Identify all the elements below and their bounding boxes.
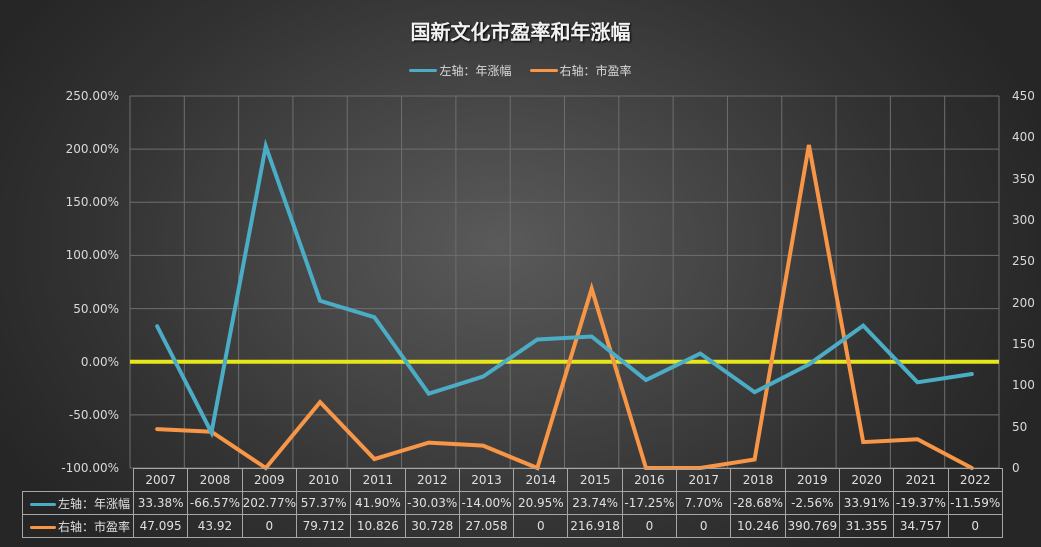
data-cell: 41.90% [350,491,406,515]
data-table-header-row: 2007 2008 2009 2010 2011 2012 2013 2014 2015 2016… [22,468,1003,492]
left-axis-tick: 250.00% [65,89,119,103]
year-header-cell: 2010 [295,468,352,492]
data-cell: -30.03% [404,491,460,515]
data-cell: -11.59% [947,491,1003,515]
data-cell: -2.56% [784,491,840,515]
left-axis-tick: -50.00% [68,408,119,422]
data-cell: 7.70% [676,491,732,515]
pe-line-swatch-icon [529,69,558,72]
year-header-cell: 2021 [893,468,949,492]
data-cell: 0 [676,514,732,538]
data-cell: 31.355 [838,514,895,538]
data-cell: 0 [513,514,569,538]
year-header-cell: 2014 [513,468,569,492]
annual-growth-line[interactable] [155,138,974,439]
year-header-cell: 2018 [730,468,786,492]
year-header-cell: 2009 [241,468,297,492]
right-axis-tick: 450 [1012,89,1035,103]
data-cell: 10.826 [350,514,406,538]
left-axis-tick: 50.00% [73,302,119,316]
pe-line-key-icon [29,525,56,529]
left-axis-tick: 100.00% [65,248,119,262]
data-table-row-pe: 右轴：市盈率 47.095 43.92 0 79.712 10.826 30.728 27.… [22,514,1003,538]
data-cell: 0 [621,514,678,538]
year-header-cell: 2015 [567,468,623,492]
data-cell: -14.00% [458,491,515,515]
data-cell: -19.37% [893,491,949,515]
gridlines [129,95,1000,469]
right-axis-tick: 300 [1012,213,1035,227]
data-cell: 33.38% [132,491,189,515]
data-cell: 390.769 [784,514,840,538]
row-label-text: 右轴：市盈率 [57,519,130,534]
legend-label-pe: 右轴：市盈率 [559,64,632,78]
right-axis-tick: 50 [1012,420,1028,434]
data-table-corner [22,468,134,492]
row-label-growth: 左轴：年涨幅 [22,491,134,515]
left-axis-tick: 0.00% [80,355,119,369]
row-label-text: 左轴：年涨幅 [57,496,130,511]
year-header-cell: 2008 [187,468,243,492]
data-cell: 10.246 [730,514,786,538]
year-header-cell: 2012 [404,468,460,492]
pe-ratio-line[interactable] [155,144,974,471]
right-axis-tick: 400 [1012,130,1035,144]
legend-item-growth[interactable]: 左轴：年涨幅 [409,62,512,79]
chart-title: 国新文化市盈率和年涨幅 [410,20,631,44]
row-label-pe: 右轴：市盈率 [22,514,134,538]
data-table-row-growth: 左轴：年涨幅 33.38% -66.57% 202.77% 57.37% 41.90% -… [22,491,1003,515]
data-cell: 216.918 [567,514,623,538]
data-table: 2007 2008 2009 2010 2011 2012 2013 2014 2015 2016… [22,468,1003,538]
left-axis-tick: 200.00% [65,142,119,156]
data-cell: -66.57% [187,491,243,515]
right-axis-tick: 100 [1012,378,1035,392]
right-axis-tick: 350 [1012,172,1035,186]
data-cell: 57.37% [295,491,352,515]
right-axis-tick: 200 [1012,296,1035,310]
year-header-cell: 2016 [621,468,678,492]
data-cell: 202.77% [241,491,297,515]
growth-line-swatch-icon [409,69,438,72]
data-cell: 30.728 [404,514,460,538]
data-cell: 20.95% [513,491,569,515]
growth-line-key-icon [29,502,56,506]
data-cell: 79.712 [295,514,352,538]
data-cell: 27.058 [458,514,515,538]
data-cell: 33.91% [838,491,895,515]
year-header-cell: 2017 [676,468,732,492]
right-axis-tick: 250 [1012,254,1035,268]
right-axis-tick: 0 [1012,461,1020,475]
left-axis-tick: 150.00% [65,195,119,209]
data-cell: 0 [947,514,1003,538]
data-cell: 34.757 [893,514,949,538]
legend-item-pe[interactable]: 右轴：市盈率 [529,62,632,79]
year-header-cell: 2011 [350,468,406,492]
right-axis-tick: 150 [1012,337,1035,351]
data-cell: 23.74% [567,491,623,515]
legend-label-growth: 左轴：年涨幅 [439,64,512,78]
year-header-cell: 2022 [947,468,1003,492]
data-cell: -17.25% [621,491,678,515]
chart-legend: 左轴：年涨幅 右轴：市盈率 [0,62,1041,79]
data-cell: -28.68% [730,491,786,515]
data-cell: 47.095 [132,514,189,538]
year-header-cell: 2013 [458,468,515,492]
year-header-cell: 2020 [838,468,895,492]
year-header-cell: 2019 [784,468,840,492]
data-cell: 0 [241,514,297,538]
year-header-cell: 2007 [132,468,189,492]
data-cell: 43.92 [187,514,243,538]
